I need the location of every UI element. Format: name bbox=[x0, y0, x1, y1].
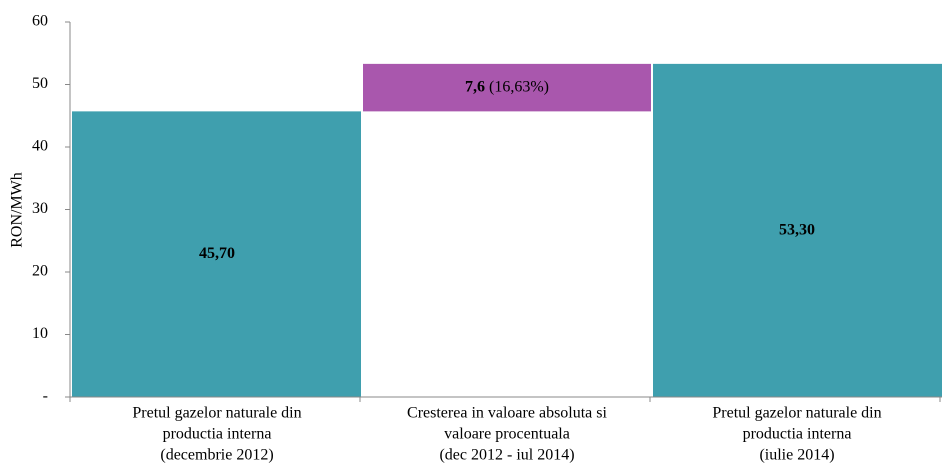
x-tick-label: (decembrie 2012) bbox=[160, 447, 273, 464]
x-tick-label: Pretul gazelor naturale din bbox=[132, 405, 301, 422]
y-tick-label: 30 bbox=[32, 200, 48, 217]
y-tick-label: 20 bbox=[32, 263, 48, 280]
x-tick-label: Cresterea in valoare absoluta si bbox=[407, 405, 607, 422]
x-tick-label: (dec 2012 - iul 2014) bbox=[439, 447, 574, 464]
value-label: 53,30 bbox=[779, 221, 815, 238]
percent-label: (16,63%) bbox=[489, 78, 549, 95]
bar bbox=[363, 63, 651, 112]
y-tick-label: 60 bbox=[32, 13, 48, 30]
x-tick-label: valoare procentuala bbox=[444, 426, 570, 443]
y-tick-label: 40 bbox=[32, 138, 48, 155]
x-tick-label: productia interna bbox=[163, 426, 272, 443]
x-tick-label: Pretul gazelor naturale din bbox=[712, 405, 881, 422]
x-tick-label: (iulie 2014) bbox=[759, 447, 834, 464]
value-label: 45,70 bbox=[199, 245, 235, 262]
value-label: 7,6 bbox=[465, 78, 485, 95]
y-tick-label: 10 bbox=[32, 325, 48, 342]
data-label: 53,30 bbox=[779, 221, 815, 238]
x-tick-label: productia interna bbox=[743, 426, 852, 443]
y-tick-label: - bbox=[43, 388, 48, 405]
y-tick-label: 50 bbox=[32, 75, 48, 92]
data-label: 45,70 bbox=[199, 245, 235, 262]
y-axis-label: RON/MWh bbox=[9, 172, 26, 248]
data-label: 7,6 (16,63%) bbox=[465, 78, 549, 95]
bar bbox=[653, 63, 942, 397]
bar bbox=[72, 111, 361, 397]
